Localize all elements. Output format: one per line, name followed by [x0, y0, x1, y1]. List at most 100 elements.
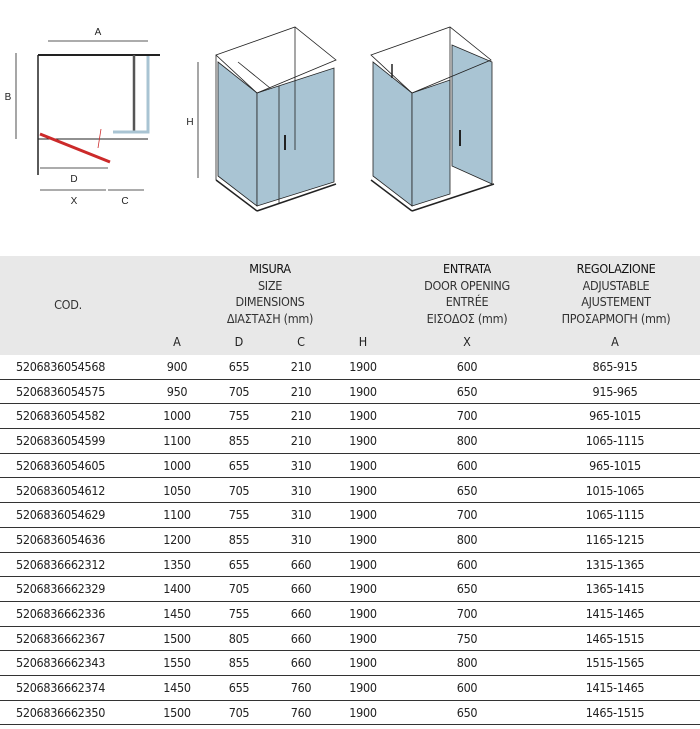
cell-code: 5206836054629 — [16, 507, 106, 523]
cell-adjust: 1465-1515 — [585, 630, 645, 646]
header-opening-en: DOOR OPENING — [424, 277, 510, 293]
cell-x: 650 — [456, 482, 478, 498]
cell-d: 655 — [228, 680, 250, 696]
cell-c: 310 — [290, 482, 312, 498]
cell-x: 600 — [456, 680, 478, 696]
cell-h: 1900 — [349, 556, 377, 572]
cell-adjust: 1065-1115 — [585, 507, 645, 523]
cell-adjust: 1315-1365 — [585, 556, 645, 572]
cell-h: 1900 — [349, 704, 377, 720]
cell-d: 755 — [228, 606, 250, 621]
subheader-c: C — [297, 334, 305, 349]
shower-enclosure-3d-view-alt — [370, 26, 495, 212]
cell-h: 1900 — [349, 359, 377, 374]
table-row: 5206836662312 1350 655 660 1900 600 1315-1365 — [0, 553, 700, 578]
header-adjust-gr: ΠΡΟΣΑΡΜΟΓΗ (mm) — [561, 310, 671, 326]
cell-a: 1400 — [163, 581, 191, 597]
cell-h: 1900 — [349, 680, 377, 696]
header-size-it: MISURA — [249, 261, 291, 276]
cell-d: 705 — [228, 482, 250, 498]
cell-c: 310 — [290, 457, 312, 473]
cell-c: 760 — [290, 680, 312, 696]
cell-a: 1050 — [163, 482, 191, 498]
cell-x: 600 — [456, 359, 478, 374]
header-opening-it: ENTRATA — [443, 261, 491, 276]
cell-h: 1900 — [349, 482, 377, 498]
cell-c: 210 — [290, 408, 312, 424]
cell-code: 5206836054605 — [16, 457, 106, 473]
cell-x: 600 — [456, 556, 478, 572]
cell-h: 1900 — [349, 630, 377, 646]
header-adjust-fr: AJUSTEMENT — [581, 294, 651, 309]
cell-x: 800 — [456, 655, 478, 671]
cell-code: 5206836054575 — [16, 383, 106, 399]
cell-d: 655 — [228, 359, 250, 374]
header-opening: ENTRATA DOOR OPENING ENTRÉE ΕΙΣΟΔΟΣ (mm) — [424, 261, 510, 327]
cell-d: 655 — [228, 457, 250, 473]
cell-a: 950 — [166, 383, 188, 399]
cell-a: 1200 — [163, 531, 191, 547]
table-row: 5206836662374 1450 655 760 1900 600 1415-1465 — [0, 676, 700, 701]
label-c: C — [121, 196, 128, 207]
table-row: 5206836662367 1500 805 660 1900 750 1465-1515 — [0, 627, 700, 652]
header-opening-fr: ENTRÉE — [445, 294, 489, 309]
cell-d: 705 — [228, 581, 250, 597]
cell-d: 855 — [228, 655, 250, 671]
cell-code: 5206836054612 — [16, 482, 106, 498]
cell-d: 755 — [228, 408, 250, 424]
cell-d: 705 — [228, 704, 250, 720]
cell-code: 5206836054636 — [16, 531, 106, 547]
cell-adjust: 915-965 — [592, 383, 638, 399]
cell-adjust: 1065-1115 — [585, 433, 645, 449]
cell-code: 5206836662312 — [16, 556, 106, 572]
table-row: 5206836054612 1050 705 310 1900 650 1015-1065 — [0, 479, 700, 504]
cell-a: 1000 — [163, 408, 191, 424]
header-size-fr: DIMENSIONS — [235, 294, 305, 309]
cell-d: 855 — [228, 433, 250, 449]
cell-h: 1900 — [349, 655, 377, 671]
plan-view-diagram: A B D X C — [5, 27, 160, 207]
cell-a: 1500 — [163, 630, 191, 646]
cell-c: 760 — [290, 704, 312, 720]
cell-c: 660 — [290, 581, 312, 597]
cell-code: 5206836662350 — [16, 704, 106, 720]
table-row: 5206836662329 1400 705 660 1900 650 1365-1415 — [0, 577, 700, 602]
cell-c: 210 — [290, 359, 312, 374]
cell-c: 310 — [290, 531, 312, 547]
cell-code: 5206836662343 — [16, 655, 106, 671]
cell-x: 650 — [456, 383, 478, 399]
cell-adjust: 1165-1215 — [585, 531, 645, 547]
table-row: 5206836054599 1100 855 210 1900 800 1065-1115 — [0, 429, 700, 454]
cell-code: 5206836662336 — [16, 606, 106, 621]
product-diagrams: A B D X C H — [5, 26, 495, 212]
cell-adjust: 1415-1465 — [585, 606, 645, 621]
cell-c: 210 — [290, 383, 312, 399]
cell-x: 700 — [456, 408, 478, 424]
header-adjust: REGOLAZIONE ADJUSTABLE AJUSTEMENT ΠΡΟΣΑΡ… — [562, 261, 671, 327]
cell-d: 655 — [228, 556, 250, 572]
cell-adjust: 965-1015 — [589, 408, 641, 424]
cell-code: 5206836662374 — [16, 680, 106, 696]
cell-a: 900 — [166, 359, 188, 374]
table-row: 5206836054636 1200 855 310 1900 800 1165-1215 — [0, 528, 700, 553]
table-header — [0, 256, 700, 355]
shower-enclosure-3d-view: H — [186, 26, 337, 212]
cell-h: 1900 — [349, 383, 377, 399]
header-size: MISURA SIZE DIMENSIONS ΔΙΑΣΤΑΣΗ (mm) — [227, 261, 314, 327]
subheader-h: H — [358, 334, 368, 349]
cell-x: 650 — [456, 704, 478, 720]
subheader-adjust-a: A — [611, 334, 619, 349]
cell-adjust: 965-1015 — [589, 457, 641, 473]
cell-h: 1900 — [349, 606, 377, 621]
cell-d: 805 — [228, 630, 250, 646]
table-row: 5206836662336 1450 755 660 1900 700 1415-1465 — [0, 602, 700, 627]
cell-adjust: 1515-1565 — [585, 655, 645, 671]
label-x: X — [71, 196, 78, 207]
cell-x: 700 — [456, 507, 478, 523]
cell-x: 800 — [456, 531, 478, 547]
cell-h: 1900 — [349, 507, 377, 523]
cell-d: 755 — [228, 507, 250, 523]
cell-code: 5206836054582 — [16, 408, 106, 424]
subheader-x: X — [463, 334, 471, 349]
cell-c: 660 — [290, 630, 312, 646]
